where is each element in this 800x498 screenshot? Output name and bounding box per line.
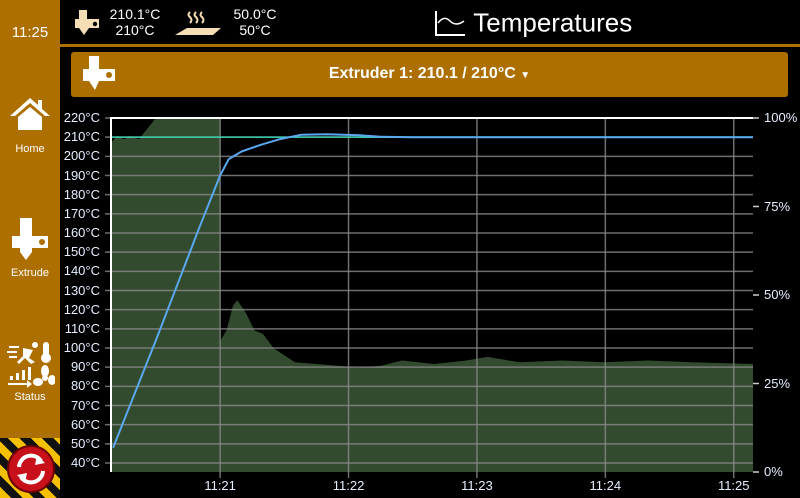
- y-tick-label: 110°C: [64, 320, 100, 336]
- page-title: Temperatures: [434, 6, 632, 39]
- emergency-stop-button[interactable]: [0, 438, 60, 498]
- y-right-tick-label: 75%: [764, 198, 791, 214]
- y-tick-label: 120°C: [63, 301, 100, 317]
- home-icon: [10, 98, 50, 130]
- status-icon: [7, 342, 56, 388]
- heater-selector-dropdown[interactable]: Extruder 1: 210.1 / 210°C ▼: [71, 52, 788, 97]
- y-tick-label: 90°C: [70, 359, 100, 375]
- y-tick-label: 170°C: [63, 205, 100, 221]
- y-tick-label: 130°C: [63, 282, 100, 298]
- y-right-tick-label: 0%: [764, 464, 783, 479]
- x-tick-label: 11:21: [204, 478, 236, 493]
- x-tick-label: 11:24: [589, 478, 622, 493]
- clock: 11:25: [11, 24, 49, 41]
- y-tick-label: 210°C: [63, 129, 100, 145]
- temperature-line: [112, 133, 753, 449]
- y-tick-label: 220°C: [63, 110, 100, 125]
- y-tick-label: 80°C: [70, 378, 100, 394]
- sidebar-item-status[interactable]: Status: [0, 340, 60, 403]
- x-tick-label: 11:25: [717, 478, 750, 493]
- bed-target-temp: 50°C: [239, 22, 271, 38]
- y-right-tick-label: 25%: [764, 375, 791, 391]
- y-tick-label: 150°C: [63, 244, 100, 260]
- y-tick-label: 140°C: [63, 263, 100, 279]
- sidebar: 11:25 Home Extrude Status: [0, 0, 60, 498]
- x-tick-label: 11:23: [461, 478, 493, 493]
- sidebar-item-label: Status: [14, 391, 46, 403]
- sidebar-item-home[interactable]: Home: [0, 96, 60, 155]
- extruder-icon: [83, 56, 115, 90]
- y-tick-label: 160°C: [63, 225, 100, 240]
- caret-down-icon: ▼: [520, 70, 531, 81]
- sidebar-item-label: Home: [15, 143, 45, 155]
- y-tick-label: 190°C: [63, 167, 100, 183]
- y-tick-label: 40°C: [70, 455, 100, 470]
- y-tick-label: 70°C: [70, 397, 100, 413]
- bed-current-temp: 50.0°C: [233, 6, 277, 22]
- y-tick-label: 200°C: [63, 148, 100, 164]
- y-tick-label: 180°C: [63, 186, 100, 202]
- sidebar-item-label: Extrude: [11, 267, 49, 279]
- extruder-target-temp: 210°C: [115, 22, 155, 38]
- heater-power-area: [111, 118, 753, 472]
- header: 210.1°C 210°C 50.0°C 50°C Temperatures: [60, 0, 800, 47]
- emergency-stop-icon: [7, 445, 55, 493]
- y-tick-label: 60°C: [70, 416, 100, 432]
- extruder-icon: [12, 218, 48, 260]
- selector-label: Extruder 1: 210.1 / 210°C: [328, 65, 516, 82]
- heated-bed-icon: [175, 11, 221, 35]
- y-tick-label: 100°C: [63, 340, 100, 355]
- extruder-icon: [75, 10, 99, 35]
- sidebar-item-extrude[interactable]: Extrude: [0, 216, 60, 279]
- y-right-tick-label: 100%: [764, 110, 798, 125]
- extruder-current-temp: 210.1°C: [109, 6, 161, 22]
- chart-border: [110, 117, 753, 472]
- y-right-tick-label: 50%: [764, 287, 791, 302]
- chart-line-icon: [435, 11, 465, 37]
- y-tick-label: 50°C: [70, 435, 100, 451]
- x-tick-label: 11:22: [332, 478, 365, 493]
